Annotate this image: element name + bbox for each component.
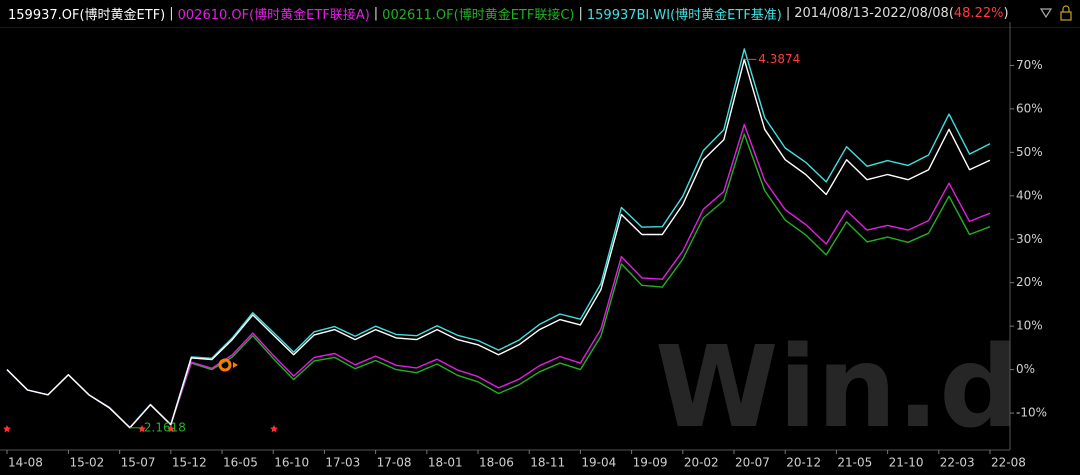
event-star xyxy=(138,425,146,433)
bracket: ( xyxy=(948,6,954,21)
legend-entry: 159937BI.WI(博时黄金ETF基准) xyxy=(586,8,782,23)
lock-icon[interactable] xyxy=(1060,11,1072,21)
y-tick-label: 60% xyxy=(1016,101,1043,115)
cursor-marker xyxy=(218,358,238,372)
dropdown-icon[interactable] xyxy=(1039,8,1053,19)
y-tick-label: 20% xyxy=(1016,275,1043,289)
x-tick-label: 18-06 xyxy=(479,456,514,470)
period-return: 48.22% xyxy=(953,6,1004,21)
y-tick-label: 30% xyxy=(1016,232,1043,246)
x-tick-label: 19-09 xyxy=(633,456,668,470)
event-star xyxy=(3,425,11,433)
cursor-ring xyxy=(218,358,232,372)
x-tick-label: 15-02 xyxy=(69,456,104,470)
header-icons xyxy=(1039,5,1072,21)
x-tick-label: 22-08 xyxy=(991,456,1026,470)
x-tick-label: 22-03 xyxy=(940,456,975,470)
x-tick-label: 15-07 xyxy=(121,456,156,470)
series-line xyxy=(6,58,991,429)
watermark: Win.d xyxy=(655,323,1019,453)
x-tick-label: 16-10 xyxy=(274,456,309,470)
x-tick-label: 19-04 xyxy=(581,456,616,470)
x-tick-label: 17-08 xyxy=(377,456,412,470)
x-tick-label: 16-05 xyxy=(223,456,258,470)
x-tick-label: 18-01 xyxy=(428,456,463,470)
y-tick-label: 70% xyxy=(1016,58,1043,72)
y-tick-label: 40% xyxy=(1016,188,1043,202)
x-tick-label: 18-11 xyxy=(530,456,565,470)
x-tick-label: 20-07 xyxy=(735,456,770,470)
event-star xyxy=(270,425,278,433)
x-tick-label: 15-12 xyxy=(172,456,207,470)
y-tick-label: -10% xyxy=(1016,406,1047,420)
y-tick-label: 0% xyxy=(1016,362,1035,376)
x-tick-label: 20-02 xyxy=(684,456,719,470)
x-tick-label: 21-10 xyxy=(889,456,924,470)
annotation-label: 4.3874 xyxy=(758,52,800,66)
separator: | xyxy=(785,6,791,21)
x-tick-label: 20-12 xyxy=(786,456,821,470)
bracket: ) xyxy=(1003,6,1009,21)
header: 159937.OF(博时黄金ETF) | 002610.OF(博时黄金ETF联接A)… xyxy=(0,0,1080,28)
y-tick-label: 10% xyxy=(1016,319,1043,333)
event-star xyxy=(167,425,175,433)
x-tick-label: 14-08 xyxy=(8,456,43,470)
lock-shackle xyxy=(1062,5,1070,12)
event-markers xyxy=(3,425,278,433)
period: 2014/08/13-2022/08/08 xyxy=(794,6,949,21)
x-tick-label: 21-05 xyxy=(837,456,872,470)
annotation-label: 2.1618 xyxy=(144,420,186,434)
legend-entry: 159937.OF(博时黄金ETF) xyxy=(8,8,166,23)
cursor-arrow xyxy=(233,362,238,368)
y-tick-label: 50% xyxy=(1016,145,1043,159)
separator: | xyxy=(373,6,379,21)
x-tick-label: 17-03 xyxy=(325,456,360,470)
separator: | xyxy=(578,6,583,21)
separator: | xyxy=(169,6,174,21)
legend-entry: 002610.OF(博时黄金ETF联接A) xyxy=(177,8,370,23)
legend-entry: 002611.OF(博时黄金ETF联接C) xyxy=(382,8,575,23)
